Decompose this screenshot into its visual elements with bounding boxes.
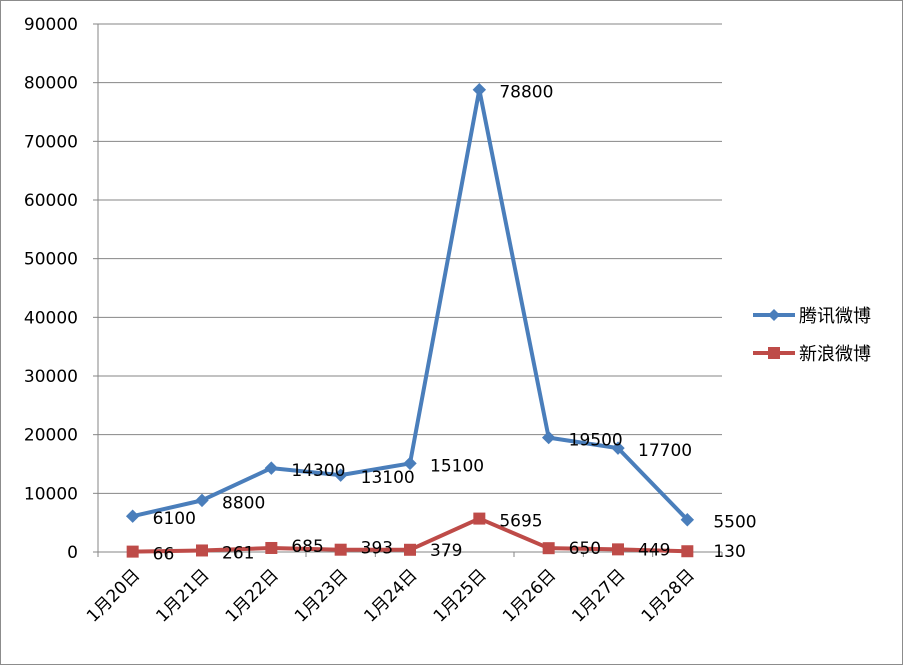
y-tick-label: 50000 xyxy=(24,250,78,270)
data-label: 449 xyxy=(638,540,670,560)
data-label: 8800 xyxy=(222,493,265,513)
x-tick-label: 1月25日 xyxy=(430,565,491,626)
data-point-square xyxy=(473,512,486,525)
data-label: 261 xyxy=(222,543,254,563)
legend-entry-label: 腾讯微博 xyxy=(799,306,871,327)
x-tick-label: 1月20日 xyxy=(83,565,144,626)
data-label: 17700 xyxy=(638,441,692,461)
data-point-square xyxy=(126,545,139,558)
x-tick-label: 1月26日 xyxy=(499,565,560,626)
x-tick-label: 1月28日 xyxy=(638,565,699,626)
data-point-diamond xyxy=(611,441,625,455)
data-point-square xyxy=(404,543,416,556)
data-label: 15100 xyxy=(430,456,484,476)
data-point-square xyxy=(334,543,347,556)
data-label: 130 xyxy=(713,542,745,562)
data-point-diamond xyxy=(333,468,348,482)
y-tick-label: 40000 xyxy=(24,308,78,328)
data-label: 393 xyxy=(361,539,393,559)
data-label: 13100 xyxy=(361,468,415,488)
series-line-tencent xyxy=(132,87,689,522)
data-point-diamond xyxy=(125,509,140,523)
x-tick-label: 1月27日 xyxy=(568,565,629,626)
y-tick-label: 0 xyxy=(67,543,78,563)
y-tick-label: 70000 xyxy=(24,132,78,152)
x-tick-label: 1月23日 xyxy=(291,565,352,626)
legend-marker-square xyxy=(768,347,780,359)
data-point-square xyxy=(196,544,208,557)
data-label: 5695 xyxy=(499,512,542,532)
y-tick-label: 30000 xyxy=(24,367,78,387)
data-point-diamond xyxy=(472,82,487,97)
data-point-diamond xyxy=(403,456,417,471)
data-label: 650 xyxy=(569,539,601,559)
data-point-diamond xyxy=(680,513,695,527)
x-axis-tick-labels: 1月20日 1月21日 1月22日 1月23日 1月24日 1月25日 1月26日 1月27日… xyxy=(83,565,699,626)
data-point-square xyxy=(542,542,555,555)
legend-marker-diamond xyxy=(768,309,780,321)
data-label: 5500 xyxy=(713,513,756,533)
data-label: 379 xyxy=(430,541,462,561)
data-point-diamond xyxy=(264,461,279,475)
data-label: 78800 xyxy=(499,83,553,103)
legend-entry-label: 新浪微博 xyxy=(799,344,871,365)
y-tick-label: 90000 xyxy=(24,15,78,35)
data-label: 6100 xyxy=(153,509,196,529)
data-label: 685 xyxy=(291,537,323,557)
x-tick-label: 1月24日 xyxy=(360,565,421,626)
series xyxy=(125,82,695,558)
x-tick-label: 1月22日 xyxy=(222,565,283,626)
y-tick-label: 60000 xyxy=(24,191,78,211)
y-tick-label: 80000 xyxy=(24,74,78,94)
data-point-square xyxy=(265,541,278,554)
data-label: 14300 xyxy=(291,461,345,481)
data-label: 19500 xyxy=(569,431,623,451)
x-tick-label: 1月21日 xyxy=(152,565,213,626)
gridlines xyxy=(98,23,722,494)
data-label: 66 xyxy=(153,545,175,565)
data-point-square xyxy=(681,545,694,558)
data-point-square xyxy=(612,543,624,556)
data-labels: 6100 8800 14300 13100 15100 78800 19500 17700 55… xyxy=(153,83,757,565)
data-point-diamond xyxy=(195,493,209,508)
y-tick-label: 20000 xyxy=(24,426,78,446)
data-point-diamond xyxy=(541,430,556,445)
y-tick-label: 10000 xyxy=(24,484,78,504)
y-axis-tick-labels: 0 10000 20000 30000 40000 50000 60000 70000 8000… xyxy=(24,15,78,563)
